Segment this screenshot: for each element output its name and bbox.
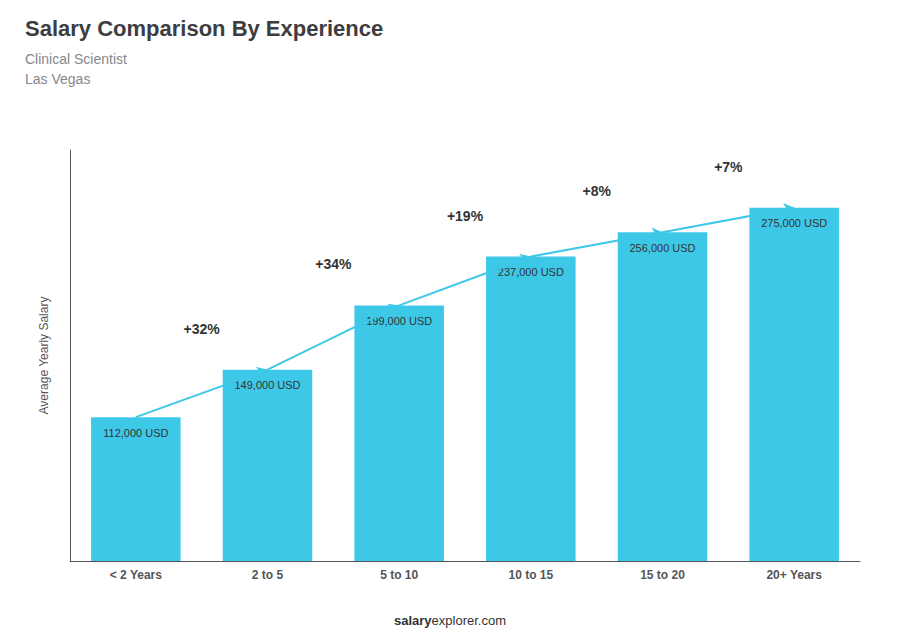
svg-text:+7%: +7% — [714, 159, 743, 175]
svg-text:10 to 15: 10 to 15 — [508, 568, 553, 582]
svg-text:256,000 USD: 256,000 USD — [629, 242, 695, 254]
svg-text:5 to 10: 5 to 10 — [380, 568, 418, 582]
svg-text:20+ Years: 20+ Years — [766, 568, 822, 582]
svg-text:237,000 USD: 237,000 USD — [498, 266, 564, 278]
svg-text:112,000 USD: 112,000 USD — [103, 427, 168, 439]
svg-text:+34%: +34% — [315, 256, 352, 272]
svg-text:+19%: +19% — [447, 208, 484, 224]
svg-text:explorer.com: explorer.com — [432, 613, 506, 628]
svg-text:Clinical Scientist: Clinical Scientist — [25, 51, 127, 67]
svg-text:< 2 Years: < 2 Years — [110, 568, 162, 582]
svg-text:15 to 20: 15 to 20 — [640, 568, 685, 582]
svg-text:salary: salary — [394, 613, 432, 628]
svg-text:149,000 USD: 149,000 USD — [234, 379, 300, 391]
svg-text:275,000 USD: 275,000 USD — [761, 217, 827, 229]
svg-text:Las Vegas: Las Vegas — [25, 71, 90, 87]
svg-text:+8%: +8% — [582, 183, 611, 199]
svg-text:+32%: +32% — [184, 321, 221, 337]
svg-text:2 to 5: 2 to 5 — [252, 568, 284, 582]
svg-text:Average Yearly Salary: Average Yearly Salary — [37, 297, 51, 415]
svg-text:199,000 USD: 199,000 USD — [366, 314, 433, 327]
svg-text:Salary Comparison By Experienc: Salary Comparison By Experience — [25, 16, 383, 41]
